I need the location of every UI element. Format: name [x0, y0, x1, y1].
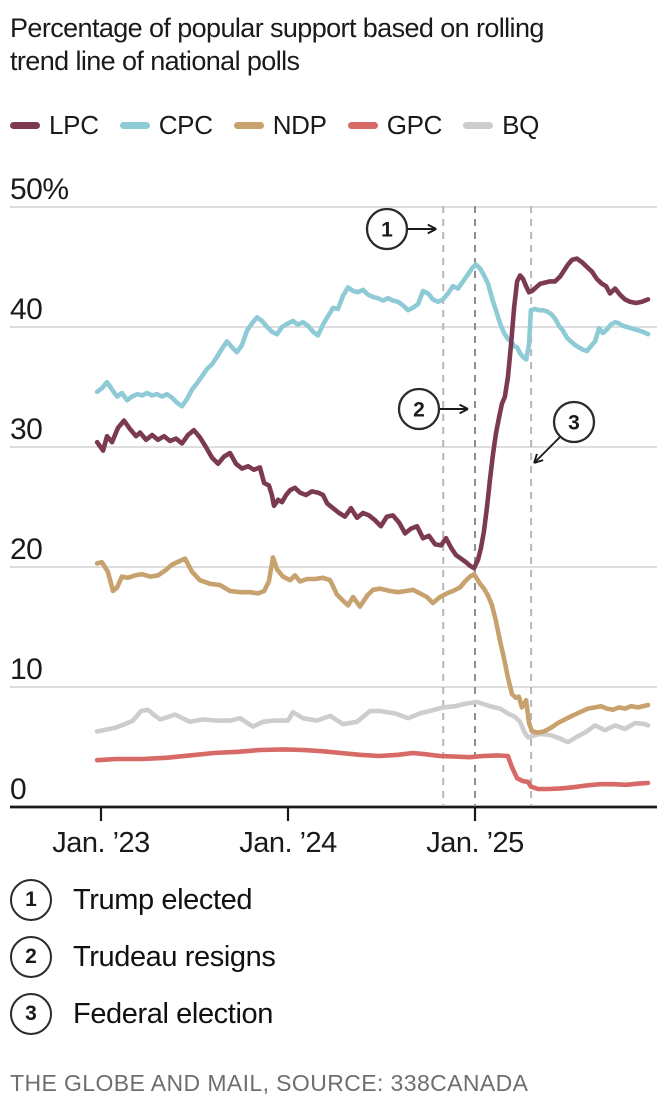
y-axis-label-10: 10: [10, 653, 42, 686]
legend-item-bq: BQ: [463, 110, 539, 141]
event-label-1: Trump elected: [73, 883, 253, 916]
gridlines: [10, 206, 657, 688]
svg-text:2: 2: [413, 399, 425, 422]
event-marker-1: 1: [365, 207, 409, 251]
event-number-badge-1: 1: [10, 879, 52, 921]
x-axis-label-2025: Jan. ’25: [426, 827, 524, 859]
chart-title-line1: Percentage of popular support based on r…: [10, 13, 544, 43]
series-line-ndp: [94, 555, 651, 735]
event-marker-3: 3: [552, 400, 596, 444]
legend-item-gpc: GPC: [347, 110, 443, 141]
series-line-cpc: [94, 262, 651, 409]
legend-label-bq: BQ: [502, 110, 540, 140]
event-arrow-3: [533, 436, 561, 464]
legend-swatch-ndp: [233, 122, 264, 129]
chart-title: Percentage of popular support based on r…: [10, 12, 650, 78]
event-label-3: Federal election: [73, 997, 273, 1030]
legend-item-cpc: CPC: [119, 110, 213, 141]
event-number-badge-3: 3: [10, 993, 52, 1035]
y-axis-label-20: 20: [10, 533, 42, 566]
series-line-lpc: [94, 256, 651, 571]
legend-label-gpc: GPC: [386, 110, 443, 140]
event-marker-2: 2: [397, 387, 441, 431]
svg-text:3: 3: [568, 412, 580, 435]
legend-item-lpc: LPC: [10, 110, 99, 141]
y-axis-label-0: 0: [10, 773, 26, 806]
legend-label-ndp: NDP: [272, 110, 327, 140]
chart-legend: LPC CPC NDP GPC BQ: [10, 110, 539, 141]
event-arrow-1: [408, 223, 437, 235]
legend-swatch-bq: [463, 122, 494, 129]
series-line-gpc: [94, 747, 651, 792]
y-axis-label-40: 40: [10, 293, 42, 326]
x-axis-label-2024: Jan. ’24: [239, 827, 337, 859]
chart-title-line2: trend line of national polls: [10, 46, 300, 76]
y-axis-label-50: 50%: [10, 173, 69, 206]
event-legend-item-3: 3 Federal election: [10, 992, 275, 1036]
legend-swatch-lpc: [10, 122, 40, 129]
series-line-bq: [94, 699, 651, 745]
event-legend-item-2: 2 Trudeau resigns: [10, 935, 276, 979]
x-axis-label-2023: Jan. ’23: [52, 827, 150, 859]
event-number-badge-2: 2: [10, 936, 52, 978]
y-axis-label-30: 30: [10, 413, 42, 446]
legend-item-ndp: NDP: [233, 110, 327, 141]
event-legend-item-1: 1 Trump elected: [10, 878, 275, 922]
source-credit: THE GLOBE AND MAIL, SOURCE: 338CANADA: [10, 1070, 529, 1096]
event-arrow-2: [440, 403, 469, 415]
legend-swatch-gpc: [347, 122, 378, 129]
legend-label-cpc: CPC: [158, 110, 213, 140]
event-label-2: Trudeau resigns: [73, 940, 276, 973]
event-legend: 1 Trump elected 2 Trudeau resigns 3 Federal e…: [10, 878, 276, 1049]
legend-swatch-cpc: [119, 122, 150, 129]
legend-label-lpc: LPC: [49, 110, 99, 140]
svg-text:1: 1: [381, 219, 393, 242]
